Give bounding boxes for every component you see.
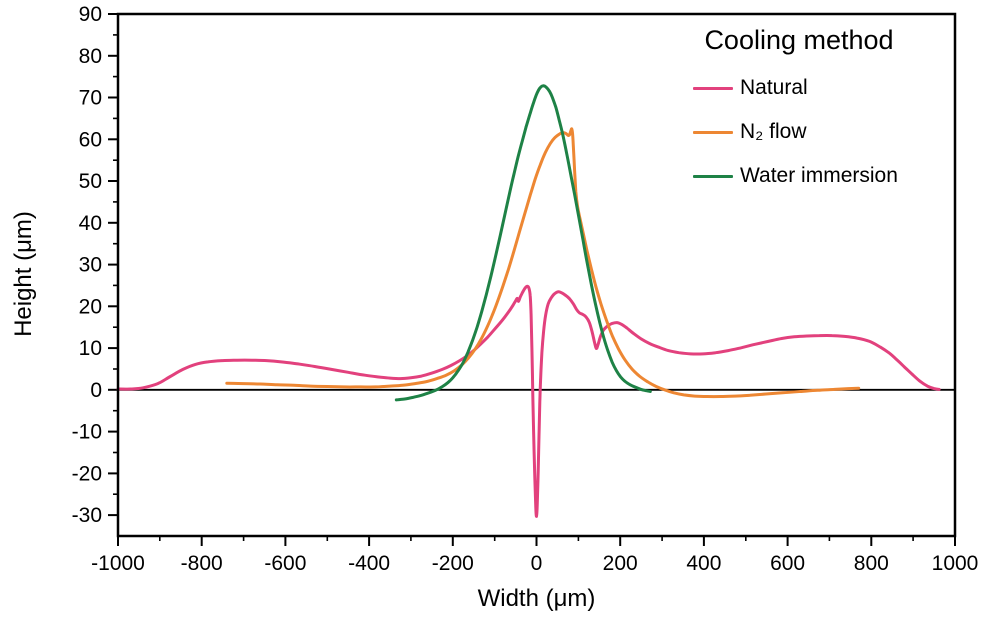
legend-label-natural: Natural	[740, 76, 808, 99]
x-tick-label: 0	[531, 552, 543, 575]
y-tick-label: -10	[72, 421, 102, 444]
legend: Cooling method Natural N₂ flow Water imm…	[655, 24, 943, 198]
y-tick-label: 20	[79, 295, 102, 318]
series-1-curve	[225, 127, 861, 399]
y-tick-label: 50	[79, 170, 102, 193]
legend-label-n2-flow: N₂ flow	[740, 120, 807, 143]
legend-swatch-water-immersion	[693, 174, 733, 178]
series-2-curve	[394, 84, 652, 402]
x-tick-label: -800	[181, 552, 223, 575]
legend-swatch-n2-flow	[693, 130, 733, 134]
legend-label-water-immersion: Water immersion	[740, 164, 898, 187]
x-axis-title: Width (μm)	[477, 585, 596, 612]
x-tick-label: 200	[603, 552, 638, 575]
plot-frame	[116, 12, 957, 538]
y-axis-title: Height (μm)	[10, 211, 37, 337]
y-tick-label: 30	[79, 254, 102, 277]
legend-item-natural: Natural	[693, 66, 808, 110]
x-tick-label: 600	[770, 552, 805, 575]
y-tick-label: -30	[72, 504, 102, 527]
x-tick-label: -200	[432, 552, 474, 575]
legend-swatch-natural	[693, 86, 733, 90]
x-tick-label: 1000	[932, 552, 979, 575]
y-tick-label: 10	[79, 337, 102, 360]
y-tick-label: -20	[72, 462, 102, 485]
legend-items: Natural N₂ flow Water immersion	[655, 66, 943, 198]
series-0-curve	[116, 284, 941, 518]
legend-title: Cooling method	[704, 25, 894, 55]
y-tick-label: 40	[79, 212, 102, 235]
x-tick-label: 800	[854, 552, 889, 575]
x-tick-label: -400	[348, 552, 390, 575]
y-tick-label: 80	[79, 45, 102, 68]
legend-item-water-immersion: Water immersion	[693, 154, 898, 198]
y-tick-label: 60	[79, 128, 102, 151]
x-tick-label: 400	[686, 552, 721, 575]
x-tick-label: -1000	[91, 552, 145, 575]
y-tick-label: 90	[79, 3, 102, 26]
y-tick-label: 70	[79, 87, 102, 110]
x-tick-label: -600	[264, 552, 306, 575]
legend-item-n2-flow: N₂ flow	[693, 110, 807, 154]
y-tick-label: 0	[90, 379, 102, 402]
